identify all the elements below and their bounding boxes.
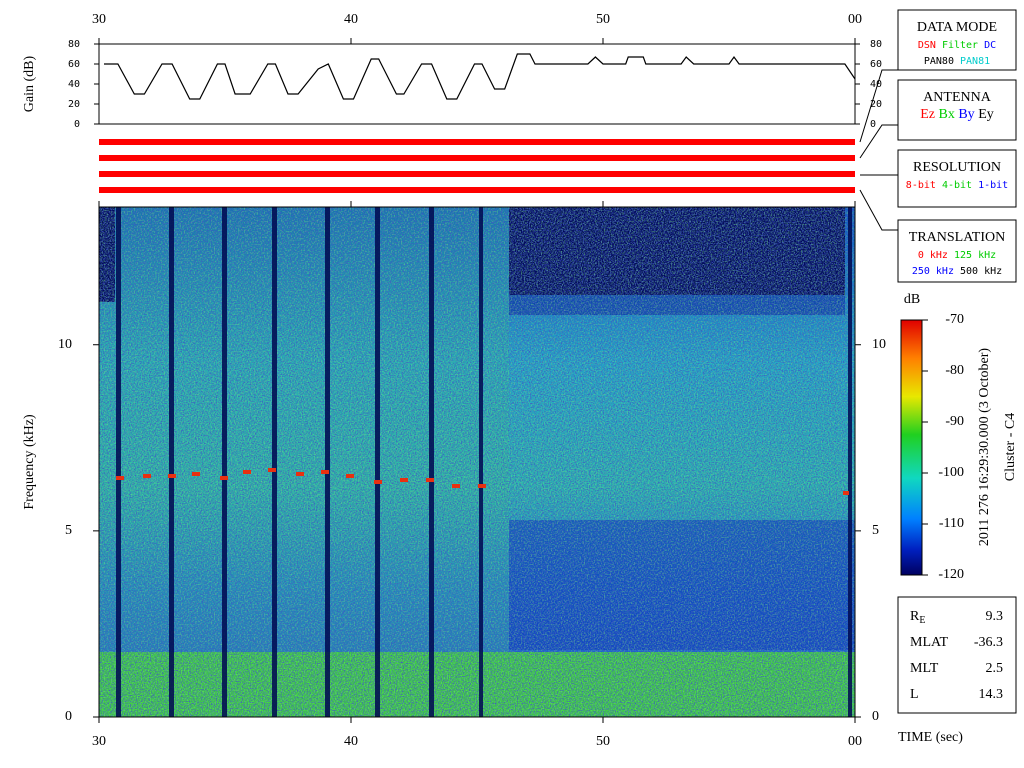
y-tick-label: 40 <box>68 79 80 90</box>
y-tick-label: 20 <box>68 99 80 110</box>
y-tick-label: 60 <box>68 59 80 70</box>
y-tick-label: 5 <box>65 523 72 538</box>
y-tick-label: 0 <box>74 119 80 130</box>
info-label-text: MLT <box>910 661 939 676</box>
panel-row: Ez Bx By Ey <box>920 107 994 122</box>
panel-title: DATA MODE <box>917 20 997 35</box>
x-tick-label: 30 <box>92 734 106 749</box>
panel-item: 500 kHz <box>960 266 1002 277</box>
info-label-text: L <box>910 687 919 702</box>
panel-title: TRANSLATION <box>909 230 1005 245</box>
panel-box <box>897 219 1017 283</box>
colorbar <box>900 319 923 576</box>
x-tick-label: 30 <box>92 12 106 27</box>
info-box <box>897 596 1017 714</box>
panel-row: PAN80 PAN81 <box>924 56 990 67</box>
info-label: MLAT <box>910 635 949 650</box>
panel-item: Ez <box>920 107 935 122</box>
connectors <box>859 69 898 231</box>
panel-item: 1-bit <box>978 180 1008 191</box>
panel-item: 250 kHz <box>912 266 954 277</box>
x-tick-label: 40 <box>344 12 358 27</box>
info-label-sub: E <box>919 615 925 626</box>
panel-row: DSN Filter DC <box>918 40 996 51</box>
x-tick-label: 40 <box>344 734 358 749</box>
panel-row: 250 kHz 500 kHz <box>912 266 1002 277</box>
panel-title: RESOLUTION <box>913 160 1001 175</box>
panel-item: Ey <box>978 107 994 122</box>
y-tick-label-right: 5 <box>872 523 879 538</box>
info-value: -36.3 <box>974 635 1003 650</box>
x-tick-label: 00 <box>848 12 862 27</box>
info-value: 2.5 <box>986 661 1004 676</box>
panel-box <box>897 149 1017 208</box>
panel-item: 8-bit <box>906 180 936 191</box>
colorbar-tick-label: -110 <box>939 516 964 531</box>
info-label: L <box>910 687 919 702</box>
gain-frame <box>98 43 856 125</box>
panel-item: Filter <box>942 40 978 51</box>
panel-item: 0 kHz <box>918 250 948 261</box>
panel-item: PAN81 <box>960 56 990 67</box>
y-tick-label: 0 <box>65 709 72 724</box>
panel-item: DSN <box>918 40 936 51</box>
y-tick-label: 80 <box>68 39 80 50</box>
info-label-text: R <box>910 609 920 624</box>
time-axis-label: TIME (sec) <box>898 730 963 745</box>
spacecraft: Cluster - C4 <box>1003 413 1018 481</box>
y-tick-label-right: 40 <box>870 79 882 90</box>
panel-item: DC <box>984 40 996 51</box>
colorbar-label: dB <box>904 292 920 307</box>
colorbar-tick-label: -80 <box>945 363 964 378</box>
x-tick-label: 50 <box>596 734 610 749</box>
y-tick-label-right: 60 <box>870 59 882 70</box>
panel-title: ANTENNA <box>923 90 992 105</box>
panel-row: 0 kHz 125 kHz <box>918 250 996 261</box>
panel-box <box>897 9 1017 71</box>
y-tick-label-right: 0 <box>872 709 879 724</box>
spectrogram-image <box>99 207 855 717</box>
info-value: 14.3 <box>979 687 1004 702</box>
red-bars <box>99 139 855 193</box>
spectrogram-frame <box>98 206 856 718</box>
y-tick-label-right: 20 <box>870 99 882 110</box>
y-tick-label-right: 0 <box>870 119 876 130</box>
y-tick-label: 10 <box>58 337 72 352</box>
panel-item: 125 kHz <box>954 250 996 261</box>
colorbar-tick-label: -100 <box>938 465 964 480</box>
colorbar-tick-label: -120 <box>938 567 964 582</box>
gain-axis-label: Gain (dB) <box>22 55 37 112</box>
y-tick-label-right: 10 <box>872 337 886 352</box>
colorbar-tick-label: -70 <box>945 312 964 327</box>
panel-item: By <box>958 107 974 122</box>
info-value: 9.3 <box>986 609 1004 624</box>
y-tick-label-right: 80 <box>870 39 882 50</box>
x-tick-label: 00 <box>848 734 862 749</box>
info-label: RE <box>910 609 925 626</box>
x-tick-label: 50 <box>596 12 610 27</box>
colorbar-tick-label: -90 <box>945 414 964 429</box>
panel-item: Bx <box>939 107 955 122</box>
panel-box <box>897 79 1017 141</box>
frequency-axis-label: Frequency (kHz) <box>22 414 37 510</box>
info-label: MLT <box>910 661 939 676</box>
panel-item: 4-bit <box>942 180 972 191</box>
gain-line <box>104 53 856 100</box>
panel-item: PAN80 <box>924 56 954 67</box>
panel-row: 8-bit 4-bit 1-bit <box>906 180 1008 191</box>
info-label-text: MLAT <box>910 635 949 650</box>
timestamp: 2011 276 16:29:30.000 (3 October) <box>977 348 992 547</box>
